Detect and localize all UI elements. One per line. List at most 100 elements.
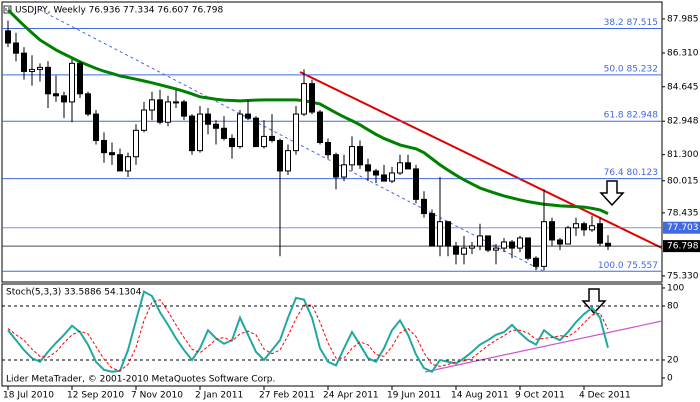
candle-body	[189, 115, 195, 152]
down-arrow	[581, 288, 607, 315]
x-tick-label: 4 Dec 2011	[579, 391, 631, 401]
chart-title: USDJPY, Weekly 76.936 77.334 76.607 76.7…	[15, 6, 224, 16]
candle-body	[101, 139, 107, 154]
candle-body	[541, 221, 547, 267]
candle-body	[117, 154, 123, 172]
stoch-panel-frame	[1, 283, 663, 387]
candle-body	[165, 101, 171, 123]
fibo-label: 100.0 75.557	[598, 261, 658, 271]
y-tick-label: 20	[667, 355, 679, 365]
candle-body	[525, 237, 531, 259]
candle-body	[141, 109, 147, 131]
candle-body	[485, 235, 491, 251]
candle-body	[37, 66, 43, 70]
candle-body	[413, 168, 419, 200]
candle-body	[253, 117, 259, 148]
candle-body	[333, 154, 339, 178]
footer: Lider MetaTrader, © 2001-2010 MetaQuotes…	[6, 375, 275, 385]
candle-body	[277, 139, 283, 172]
candle-body	[45, 66, 51, 95]
x-tick-label: 9 Oct 2011	[515, 391, 565, 401]
y-tick-label: 86.310	[667, 48, 699, 58]
candle-body	[429, 213, 435, 247]
candle-body	[109, 152, 115, 156]
stoch-trendline	[424, 320, 663, 373]
candle-body	[85, 93, 91, 115]
candle-body	[437, 221, 443, 247]
x-tick-label: 18 Jul 2010	[3, 391, 54, 401]
candle-body	[125, 156, 131, 172]
x-tick-label: 19 Jun 2011	[387, 391, 441, 401]
candle-body	[149, 99, 155, 111]
candle-body	[93, 113, 99, 141]
candle-body	[589, 225, 595, 231]
candle-body	[509, 241, 515, 249]
candle-body	[213, 123, 219, 129]
candle-body	[29, 68, 35, 72]
candle-body	[325, 142, 331, 156]
candle-body	[573, 223, 579, 229]
x-tick-label: 12 Sep 2010	[67, 391, 124, 401]
candle-body	[237, 113, 243, 148]
candle-body	[381, 174, 387, 182]
price-marker	[663, 221, 700, 234]
x-tick-label: 2 Jan 2011	[195, 391, 243, 401]
layer	[1, 1, 663, 387]
candle-body	[157, 99, 163, 123]
candle-body	[133, 129, 139, 158]
candle-body	[229, 137, 235, 148]
candle-body	[549, 221, 555, 241]
candle-body	[181, 101, 187, 117]
down-arrow	[599, 180, 625, 207]
candle-body	[21, 52, 27, 72]
candle-body	[597, 223, 603, 244]
x-tick-label: 27 Feb 2011	[259, 391, 315, 401]
stoch-title: Stoch(5,3,3) 33.5886 54.1304	[6, 288, 142, 298]
candle-body	[317, 111, 323, 144]
y-tick-label: 0	[667, 373, 673, 383]
candle-body	[61, 95, 67, 103]
candle-body	[581, 223, 587, 231]
moving-average	[6, 8, 609, 215]
y-tick-label: 78.435	[667, 208, 699, 218]
candle-body	[349, 146, 355, 166]
candle-body	[269, 135, 275, 141]
candle-body	[517, 237, 523, 249]
candle-body	[357, 146, 363, 166]
y-tick-label: 80	[667, 301, 679, 311]
candle-body	[405, 162, 411, 170]
candle-body	[205, 113, 211, 125]
main-panel-frame	[1, 1, 663, 283]
candle-body	[397, 162, 403, 174]
candle-body	[53, 93, 59, 97]
candle-body	[293, 113, 299, 152]
candle-body	[341, 164, 347, 178]
fibo-label: 50.0 85.232	[604, 64, 658, 74]
red-trendline	[299, 71, 663, 249]
y-tick-label: 84.645	[667, 82, 699, 92]
candle-body	[69, 62, 75, 103]
candle-body	[261, 135, 267, 148]
candle-body	[221, 127, 227, 139]
candle-body	[285, 150, 291, 172]
candle-body	[565, 227, 571, 245]
y-tick-label: 81.300	[667, 150, 699, 160]
candle-body	[365, 164, 371, 172]
x-tick-label: 14 Aug 2011	[451, 391, 509, 401]
price-marker-label: 76.798	[667, 242, 699, 252]
x-tick-label: 7 Nov 2010	[131, 391, 183, 401]
candle-body	[173, 101, 179, 104]
price-marker-label: 77.703	[667, 223, 699, 233]
y-tick-label: 75.330	[667, 271, 699, 281]
candle-body	[469, 245, 475, 249]
candle-body	[493, 247, 499, 251]
candle-body	[309, 83, 315, 113]
candle-body	[389, 172, 395, 182]
fibo-label: 61.8 82.948	[604, 111, 659, 121]
x-tick-label: 24 Apr 2011	[323, 391, 379, 401]
candle-body	[245, 113, 251, 119]
y-tick-label: 80.015	[667, 176, 699, 186]
candle-body	[605, 242, 611, 247]
